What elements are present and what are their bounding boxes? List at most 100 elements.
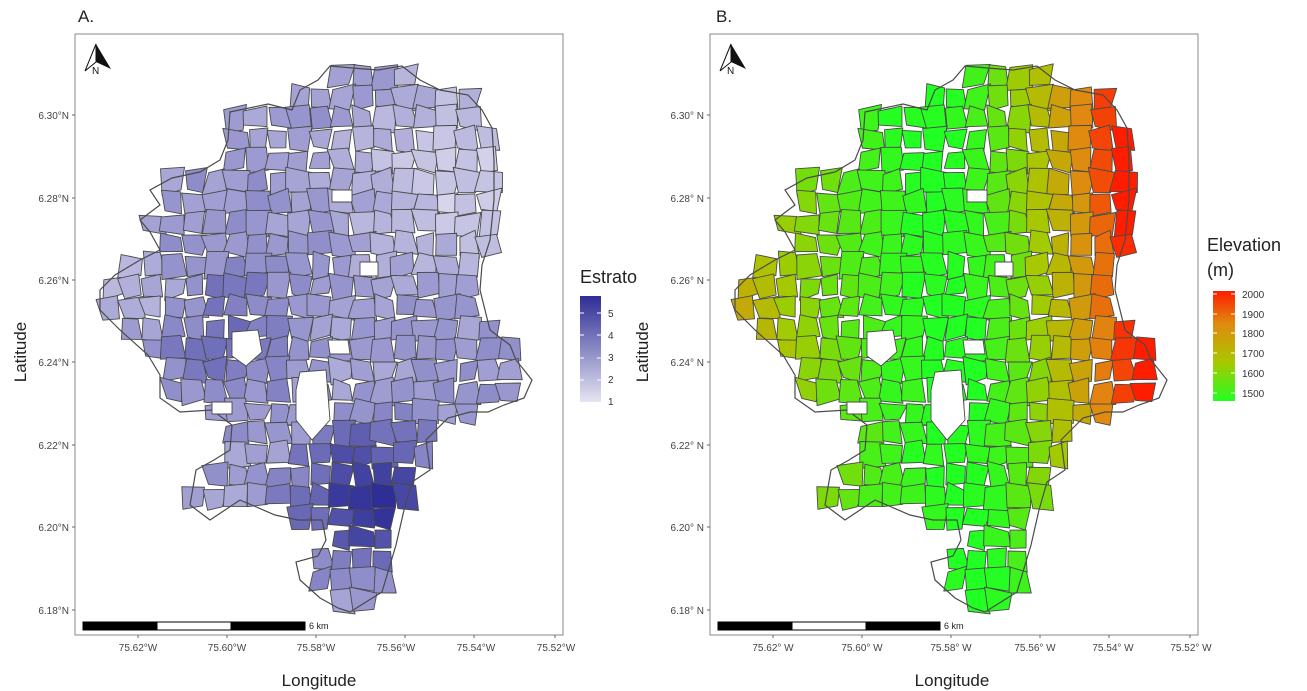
neighborhood-polygon [374, 529, 392, 549]
neighborhood-polygon [941, 293, 967, 318]
neighborhood-polygon [1025, 274, 1055, 296]
neighborhood-polygon [986, 125, 1010, 152]
neighborhood-polygon [945, 462, 966, 486]
neighborhood-polygon [967, 529, 986, 551]
neighborhood-polygon [982, 231, 1012, 253]
neighborhood-polygon [140, 273, 164, 298]
neighborhood-polygon [310, 507, 331, 531]
neighborhood-polygon [901, 378, 926, 403]
neighborhood-polygon [1089, 380, 1117, 406]
no-data-area [930, 369, 966, 441]
neighborhood-polygon [160, 314, 186, 341]
panel-a-x-tick: 75.56°W [377, 643, 416, 654]
neighborhood-polygon [961, 507, 992, 527]
panel-b-legend-tick: 1800 [1242, 329, 1265, 340]
neighborhood-polygon [393, 229, 419, 255]
neighborhood-polygon [945, 507, 966, 531]
panel-a-legend-tick: 1 [608, 397, 614, 408]
neighborhood-polygon [181, 486, 205, 510]
neighborhood-polygon [755, 317, 778, 340]
neighborhood-polygon [966, 378, 988, 401]
neighborhood-polygon [369, 337, 396, 363]
neighborhood-polygon [1094, 359, 1114, 382]
panel-b-legend-tick: 1700 [1242, 349, 1265, 360]
neighborhood-polygon [1131, 357, 1158, 381]
neighborhood-polygon [453, 124, 479, 154]
neighborhood-polygon [437, 403, 458, 425]
neighborhood-polygon [962, 356, 988, 386]
neighborhood-polygon [308, 443, 333, 464]
neighborhood-polygon [159, 334, 187, 360]
neighborhood-polygon [921, 336, 945, 364]
panel-a-scale-label: 6 km [309, 621, 329, 631]
neighborhood-polygon [159, 376, 186, 403]
panel-b-map-frame [709, 33, 1199, 636]
neighborhood-polygon [457, 251, 480, 279]
neighborhood-polygon [141, 317, 164, 342]
neighborhood-polygon [266, 378, 291, 403]
neighborhood-polygon [434, 146, 457, 173]
panel-a-letter: A. [78, 7, 94, 26]
panel-b: B. N 6 km 6.18° N 6.20° N 6.22° N 6.24° … [633, 7, 1281, 690]
neighborhood-polygon [412, 193, 441, 215]
neighborhood-polygon [820, 273, 839, 297]
neighborhood-polygon [348, 211, 378, 236]
panel-b-legend-tick: 1900 [1242, 310, 1265, 321]
panel-b-choropleth [730, 63, 1168, 615]
neighborhood-polygon [1111, 125, 1136, 151]
neighborhood-polygon [202, 295, 226, 317]
neighborhood-polygon [1110, 145, 1133, 174]
neighborhood-polygon [498, 336, 522, 361]
neighborhood-polygon [331, 378, 353, 401]
no-data-area [327, 339, 351, 355]
neighborhood-polygon [1051, 271, 1076, 299]
neighborhood-polygon [961, 63, 991, 89]
neighborhood-polygon [308, 128, 333, 150]
neighborhood-polygon [332, 529, 351, 551]
neighborhood-polygon [435, 232, 458, 256]
panel-b-legend-title-unit: (m) [1207, 260, 1234, 280]
neighborhood-polygon [222, 127, 251, 151]
no-data-area [866, 329, 898, 367]
no-data-area [994, 261, 1014, 277]
neighborhood-polygon [901, 271, 927, 300]
neighborhood-polygon [945, 88, 968, 110]
neighborhood-polygon [837, 488, 866, 511]
city-boundary [734, 65, 1168, 613]
neighborhood-polygon [117, 254, 143, 280]
panel-a-scale-bar: 6 km [82, 621, 329, 631]
neighborhood-polygon [138, 295, 161, 318]
neighborhood-polygon [372, 506, 396, 531]
neighborhood-polygon [1026, 208, 1051, 234]
neighborhood-polygon [161, 189, 182, 215]
panel-a-legend-title: Estrato [580, 267, 637, 287]
neighborhood-polygon [474, 337, 503, 363]
panel-b-y-tick: 6.26° N [671, 276, 704, 287]
neighborhood-polygon [922, 125, 948, 153]
neighborhood-polygon [1129, 382, 1157, 403]
panel-a-legend: Estrato 1 2 3 4 5 [580, 267, 637, 408]
neighborhood-polygon [287, 443, 310, 467]
no-data-area [295, 369, 331, 441]
neighborhood-polygon [452, 166, 482, 194]
neighborhood-polygon [410, 252, 437, 276]
panel-a-x-tick: 75.62°W [119, 643, 158, 654]
neighborhood-polygon [373, 127, 393, 153]
neighborhood-polygon [730, 295, 755, 321]
neighborhood-polygon [1088, 124, 1114, 154]
neighborhood-polygon [836, 208, 862, 235]
panel-b-y-axis: 6.18° N 6.20° N 6.22° N 6.24° N 6.26° N … [671, 111, 710, 617]
neighborhood-polygon [411, 167, 435, 196]
neighborhood-polygon [308, 565, 333, 592]
neighborhood-polygon [944, 274, 969, 296]
panel-b-scale-label: 6 km [944, 621, 964, 631]
neighborhood-polygon [1007, 506, 1031, 531]
neighborhood-polygon [943, 443, 968, 464]
neighborhood-polygon [117, 273, 142, 300]
neighborhood-polygon [773, 295, 796, 318]
neighborhood-polygon [351, 316, 378, 340]
city-boundary [99, 65, 533, 613]
no-data-area [211, 401, 233, 415]
neighborhood-polygon [794, 376, 821, 403]
neighborhood-polygon [837, 295, 861, 317]
